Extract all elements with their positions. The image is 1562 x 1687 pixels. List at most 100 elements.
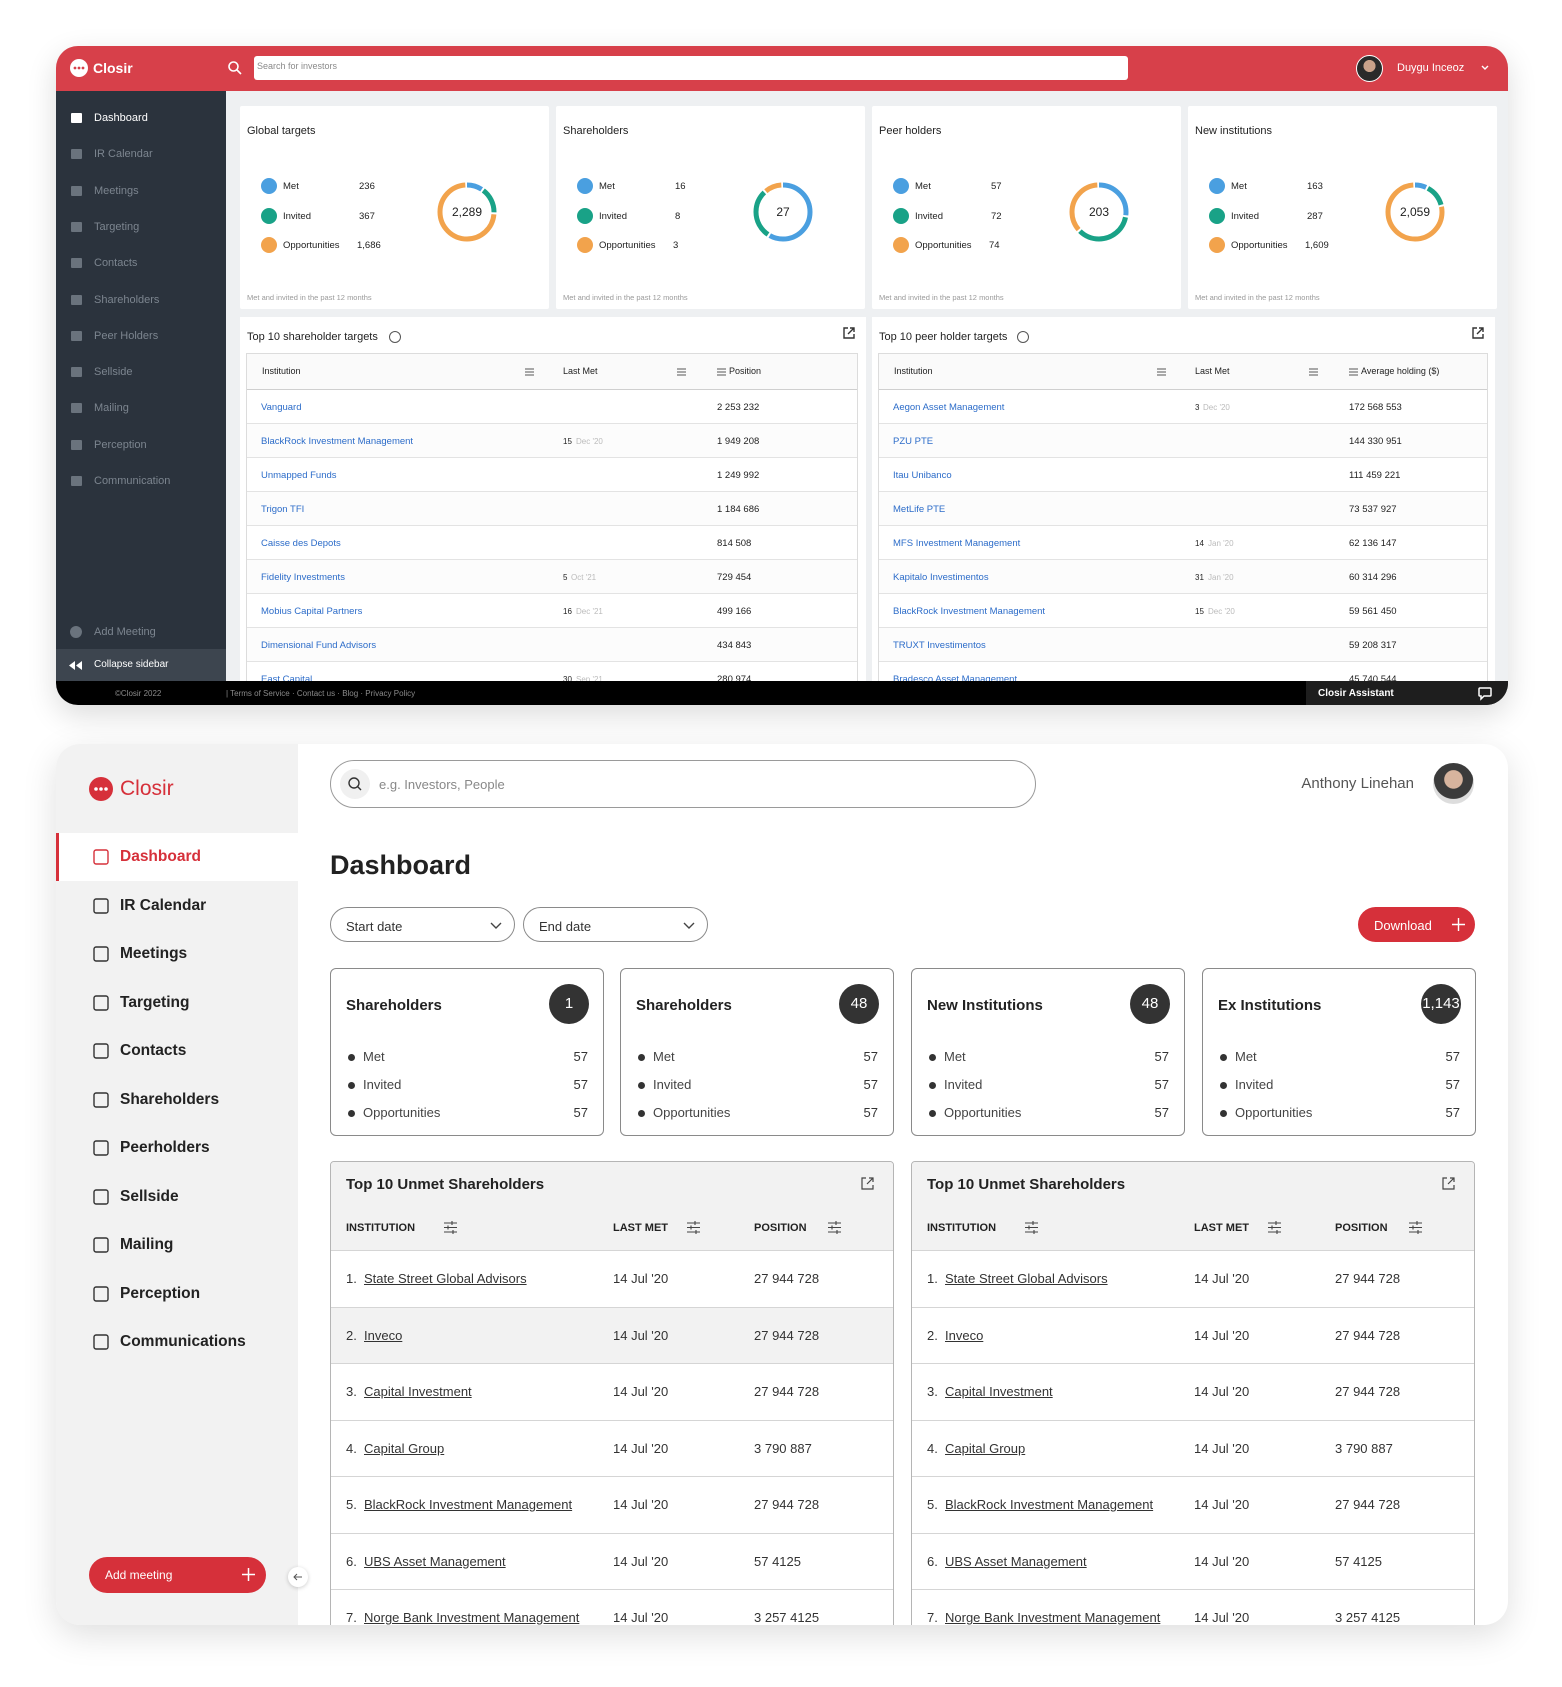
user-name[interactable]: Anthony Linehan: [1301, 775, 1414, 792]
institution-link[interactable]: Capital Group: [945, 1440, 1026, 1456]
institution-link[interactable]: MFS Investment Management: [893, 538, 1021, 549]
user-name[interactable]: Duygu Inceoz: [1397, 62, 1465, 74]
table-row[interactable]: 1. State Street Global Advisors 14 Jul '20…: [331, 1250, 893, 1307]
nav-item[interactable]: Perception: [56, 434, 226, 456]
institution-link[interactable]: Capital Investment: [945, 1384, 1053, 1399]
nav-item[interactable]: Shareholders: [56, 1076, 298, 1124]
institution-link[interactable]: BlackRock Investment Management: [893, 606, 1046, 617]
nav-item[interactable]: Contacts: [56, 252, 226, 274]
table-row[interactable]: 7. Norge Bank Investment Management 14 Jul…: [912, 1589, 1474, 1625]
institution-link[interactable]: TRUXT Investimentos: [893, 640, 986, 651]
nav-item[interactable]: Shareholders: [56, 289, 226, 311]
card-note: Met and invited in the past 12 months: [247, 293, 372, 302]
search-box[interactable]: e.g. Investors, People: [330, 760, 1036, 808]
institution-link[interactable]: Unmapped Funds: [261, 470, 337, 481]
search-box[interactable]: Search for investors: [254, 56, 1128, 80]
table-row[interactable]: 6. UBS Asset Management 14 Jul '20 57 4125: [912, 1532, 1474, 1590]
nav-item[interactable]: Communications: [56, 1318, 298, 1366]
nav-item[interactable]: Dashboard: [56, 107, 226, 129]
institution-link[interactable]: BlackRock Investment Management: [945, 1497, 1154, 1512]
nav-item[interactable]: Mailing: [56, 397, 226, 419]
footer-links[interactable]: | Terms of Service · Contact us · Blog ·…: [226, 689, 416, 698]
institution-link[interactable]: Itau Unibanco: [893, 470, 952, 481]
institution-link[interactable]: Bradesco Asset Management: [893, 674, 1018, 685]
institution-link[interactable]: MetLife PTE: [893, 504, 946, 515]
collapse-bar[interactable]: Collapse sidebar: [56, 649, 226, 681]
table-row[interactable]: 2. Inveco 14 Jul '20 27 944 728: [912, 1306, 1474, 1364]
institution-link[interactable]: Inveco: [945, 1327, 984, 1343]
nav-item[interactable]: IR Calendar: [56, 882, 298, 930]
row-value: 57: [573, 1105, 588, 1121]
institution-link[interactable]: Fidelity Investments: [261, 572, 345, 583]
icon: [683, 922, 695, 929]
table-row[interactable]: 5. BlackRock Investment Management 14 Jul …: [331, 1476, 893, 1533]
institution-link[interactable]: Norge Bank Investment Management: [945, 1610, 1161, 1625]
table-row: Dimensional Fund Advisors 434 843: [247, 628, 857, 662]
help-icon: [1017, 331, 1029, 343]
institution-link[interactable]: BlackRock Investment Management: [261, 436, 414, 447]
nav-item[interactable]: Targeting: [56, 979, 298, 1027]
institution-link[interactable]: PZU PTE: [893, 436, 934, 447]
table-row[interactable]: 1. State Street Global Advisors 14 Jul '20…: [912, 1250, 1474, 1307]
column-header: Position: [729, 366, 762, 376]
legend-label: Opportunities: [1231, 240, 1288, 251]
institution-link[interactable]: Trigon TFI: [261, 504, 305, 515]
institution-link[interactable]: Mobius Capital Partners: [261, 606, 363, 617]
nav-item[interactable]: Communication: [56, 470, 226, 492]
icon: [93, 1285, 109, 1302]
nav-label: Meetings: [94, 184, 139, 197]
nav-item[interactable]: Perception: [56, 1270, 298, 1318]
nav-item[interactable]: Dashboard: [56, 833, 298, 881]
donut: [1385, 182, 1445, 242]
nav-item[interactable]: Peerholders: [56, 1124, 298, 1172]
position: 3 790 887: [1335, 1440, 1393, 1456]
institution-link[interactable]: East Capital: [261, 674, 313, 685]
institution-link[interactable]: State Street Global Advisors: [364, 1271, 527, 1286]
nav-item[interactable]: Meetings: [56, 180, 226, 202]
nav-item[interactable]: Meetings: [56, 930, 298, 978]
nav-item[interactable]: Peer Holders: [56, 325, 226, 347]
assistant-bar[interactable]: Closir Assistant: [1306, 681, 1508, 705]
nav-icon: [93, 849, 109, 865]
institution-link[interactable]: BlackRock Investment Management: [364, 1497, 573, 1512]
institution-link[interactable]: Inveco: [364, 1327, 403, 1343]
institution-link[interactable]: State Street Global Advisors: [945, 1271, 1108, 1286]
table-row[interactable]: 4. Capital Group 14 Jul '20 3 790 887: [331, 1419, 893, 1477]
institution-link[interactable]: Caisse des Depots: [261, 538, 341, 549]
institution-link[interactable]: Dimensional Fund Advisors: [261, 640, 377, 651]
nav-item[interactable]: Sellside: [56, 1173, 298, 1221]
row-label: Met: [363, 1049, 385, 1064]
donut: [1069, 182, 1129, 242]
table-row[interactable]: 5. BlackRock Investment Management 14 Jul …: [912, 1476, 1474, 1533]
add-meeting[interactable]: Add Meeting: [56, 621, 226, 643]
institution-link[interactable]: UBS Asset Management: [364, 1553, 506, 1569]
legend-value: 1,686: [357, 240, 381, 251]
nav-label: Peer Holders: [94, 329, 159, 342]
table-row[interactable]: 7. Norge Bank Investment Management 14 Jul…: [331, 1589, 893, 1625]
table-row[interactable]: 6. UBS Asset Management 14 Jul '20 57 4125: [331, 1532, 893, 1590]
institution-link[interactable]: Vanguard: [261, 402, 302, 413]
institution-link[interactable]: UBS Asset Management: [945, 1553, 1087, 1569]
nav-item[interactable]: IR Calendar: [56, 143, 226, 165]
table-row[interactable]: 4. Capital Group 14 Jul '20 3 790 887: [912, 1419, 1474, 1477]
nav-item[interactable]: Mailing: [56, 1221, 298, 1269]
end-date-select[interactable]: End date: [523, 907, 708, 942]
nav-item[interactable]: Sellside: [56, 361, 226, 383]
table-row[interactable]: 3. Capital Investment 14 Jul '20 27 944 728: [912, 1363, 1474, 1420]
table-row[interactable]: 2. Inveco 14 Jul '20 27 944 728: [331, 1306, 893, 1363]
institution-link[interactable]: Norge Bank Investment Management: [364, 1610, 580, 1625]
table-title: Top 10 Unmet Shareholders: [927, 1176, 1126, 1193]
nav-item[interactable]: Contacts: [56, 1027, 298, 1075]
institution-link[interactable]: Capital Group: [364, 1440, 445, 1456]
add-meeting-button[interactable]: Add meeting: [89, 1557, 266, 1593]
institution-link[interactable]: Aegon Asset Management: [893, 402, 1005, 413]
start-date-select[interactable]: Start date: [330, 907, 515, 942]
table-row[interactable]: 3. Capital Investment 14 Jul '20 27 944 728: [331, 1363, 893, 1420]
column-menu-icon: [525, 368, 534, 376]
collapse-button[interactable]: [288, 1567, 308, 1587]
nav-item[interactable]: Targeting: [56, 216, 226, 238]
nav-label: IR Calendar: [94, 148, 153, 161]
download-button[interactable]: Download: [1358, 907, 1475, 942]
institution-link[interactable]: Kapitalo Investimentos: [893, 572, 989, 583]
institution-link[interactable]: Capital Investment: [364, 1384, 472, 1399]
